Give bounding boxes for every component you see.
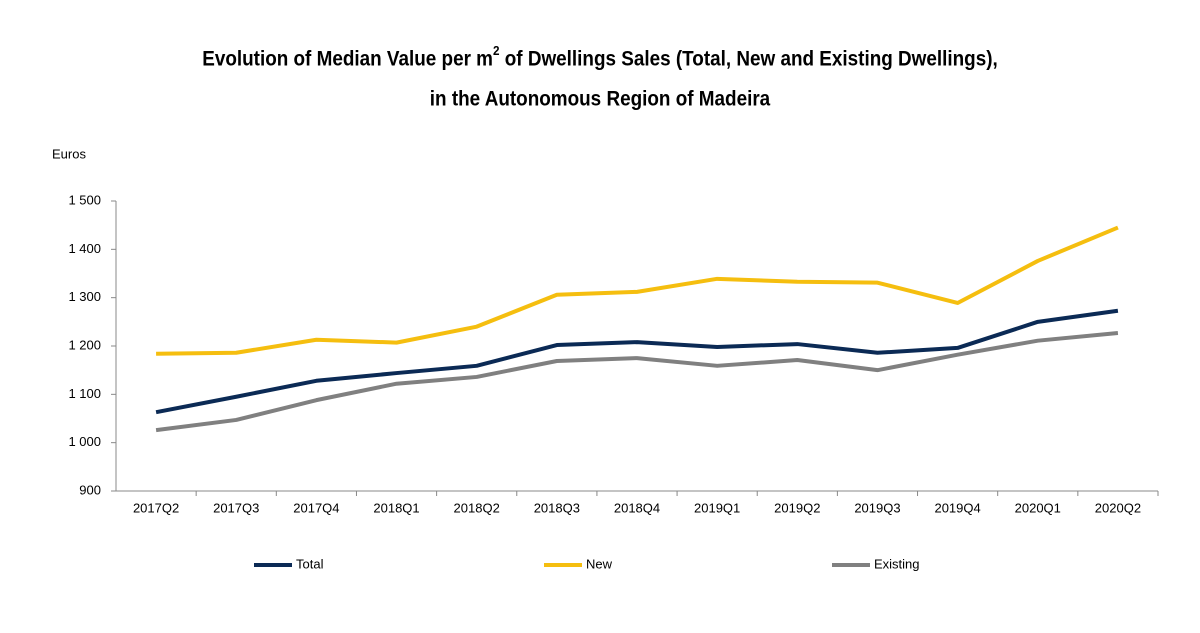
x-tick-label: 2017Q4	[293, 500, 339, 515]
x-tick-label: 2019Q2	[774, 500, 820, 515]
chart-title: Evolution of Median Value per m2 of Dwel…	[202, 44, 998, 71]
x-tick-label: 2018Q2	[454, 500, 500, 515]
title-superscript: 2	[493, 44, 500, 59]
x-tick-label: 2018Q3	[534, 500, 580, 515]
y-tick-label: 1 400	[68, 241, 101, 256]
chart-title: in the Autonomous Region of Madeira	[430, 88, 771, 111]
x-tick-label: 2018Q4	[614, 500, 660, 515]
y-tick-label: 1 500	[68, 192, 101, 207]
y-tick-label: 1 000	[68, 434, 101, 449]
y-tick-label: 1 300	[68, 289, 101, 304]
title-part: of Dwellings Sales (Total, New and Exist…	[500, 48, 998, 71]
y-tick-label: 1 200	[68, 337, 101, 352]
y-tick-label: 900	[79, 482, 101, 497]
title-part: Evolution of Median Value per m	[202, 48, 493, 71]
x-tick-label: 2017Q2	[133, 500, 179, 515]
series-line	[155, 330, 1119, 433]
series-line	[156, 225, 1119, 356]
legend-label: Total	[296, 556, 324, 571]
x-tick-label: 2020Q2	[1095, 500, 1141, 515]
series-line	[155, 308, 1119, 415]
x-tick-label: 2017Q3	[213, 500, 259, 515]
x-tick-label: 2019Q4	[934, 500, 980, 515]
x-tick-label: 2020Q1	[1015, 500, 1061, 515]
legend-label: New	[586, 556, 613, 571]
y-axis-label: Euros	[52, 146, 86, 161]
x-tick-label: 2019Q3	[854, 500, 900, 515]
x-tick-label: 2019Q1	[694, 500, 740, 515]
y-tick-label: 1 100	[68, 386, 101, 401]
x-tick-label: 2018Q1	[373, 500, 419, 515]
legend-label: Existing	[874, 556, 920, 571]
